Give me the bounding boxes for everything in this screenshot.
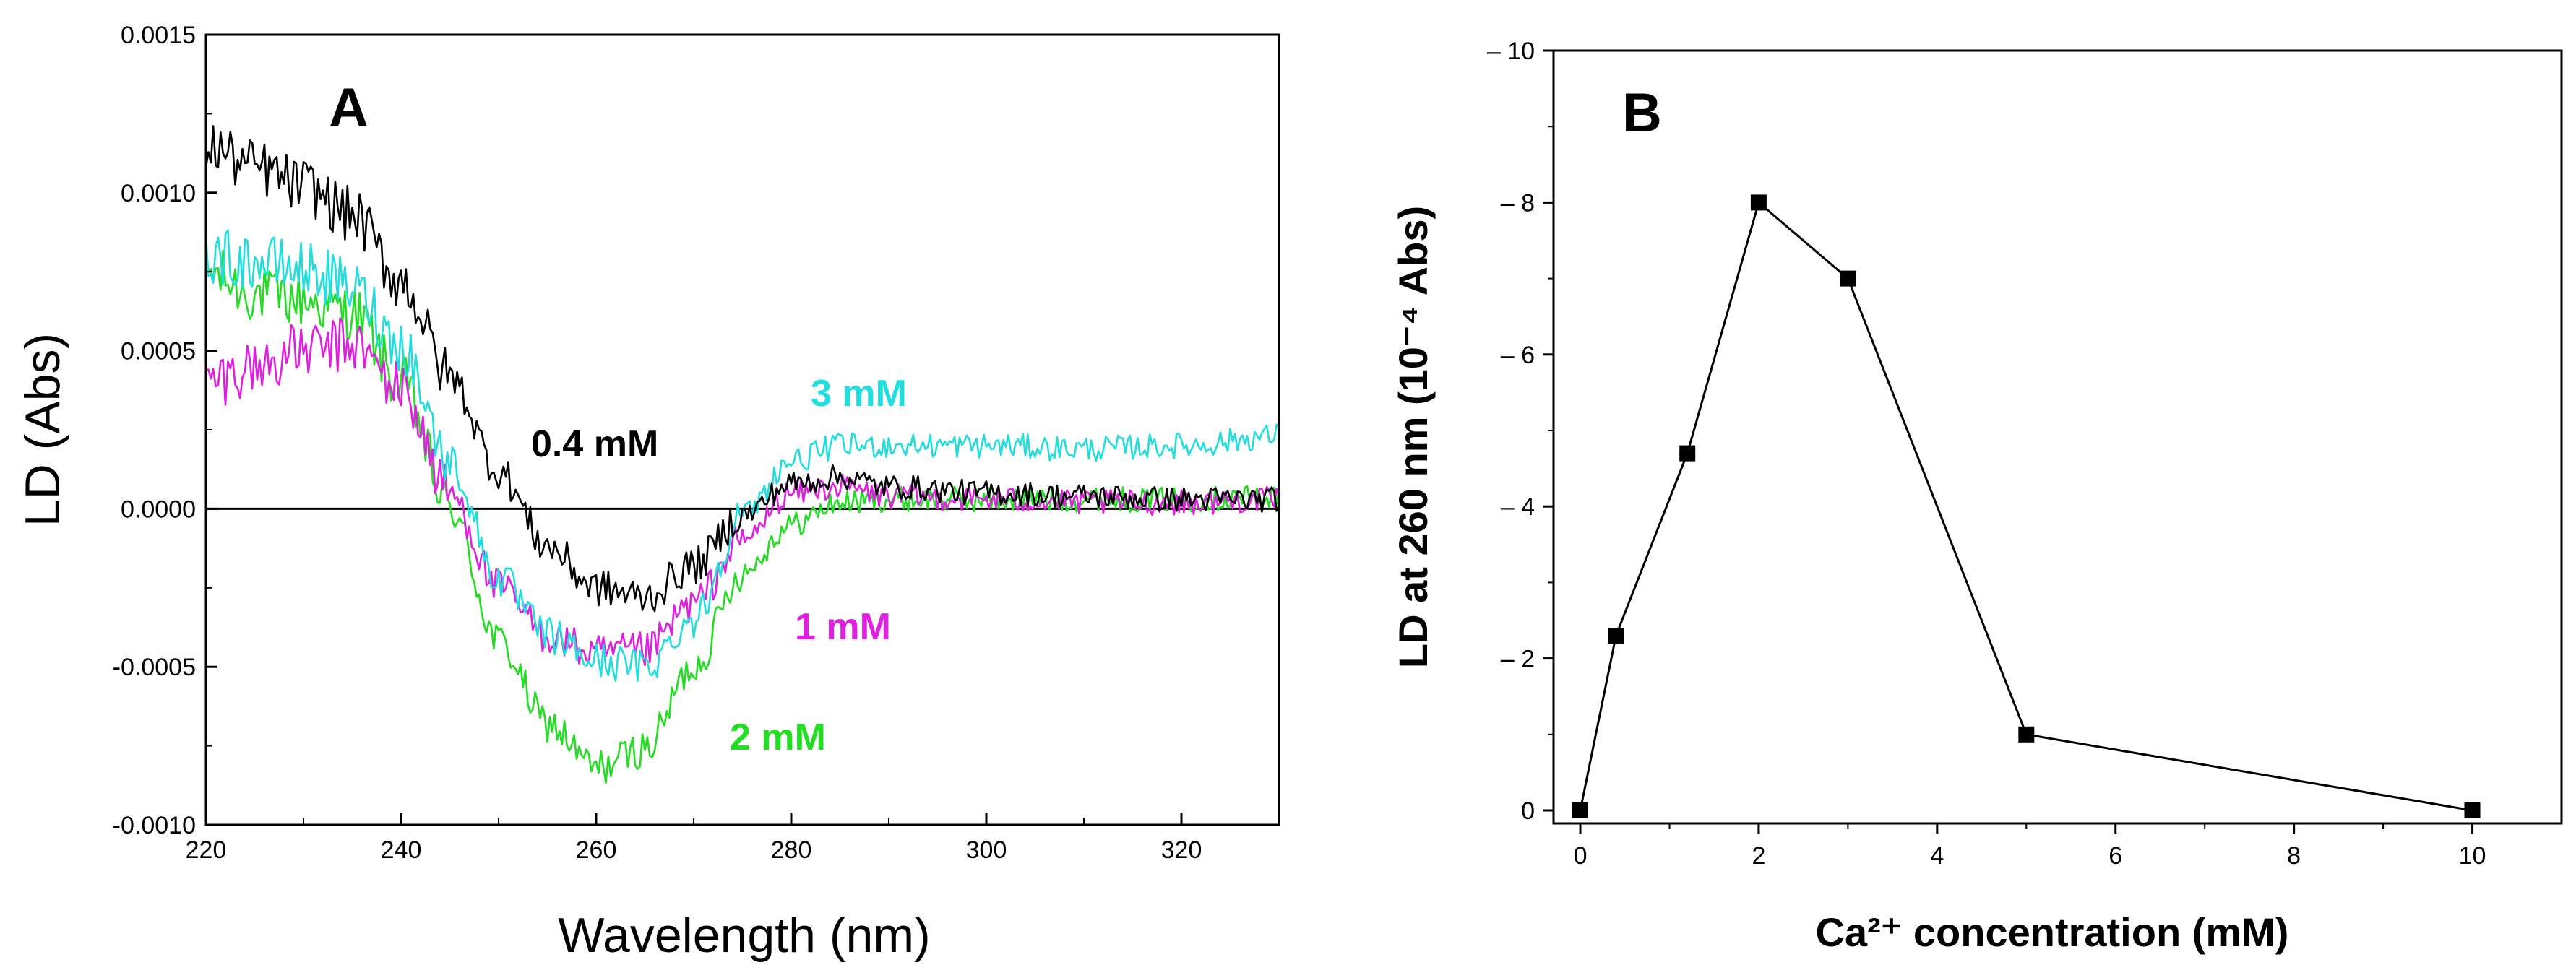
b-data-point	[1572, 802, 1588, 818]
panel-a-ylabel: LD (Abs)	[15, 333, 70, 527]
b-data-point	[1679, 445, 1696, 462]
b-ytick-label: – 8	[1501, 189, 1535, 217]
b-data-point	[1608, 628, 1624, 644]
b-xtick-label: 10	[2459, 842, 2486, 870]
panel-b-xlabel: Ca²⁺ concentration (mM)	[1816, 909, 2289, 955]
a-ytick-label: -0.0010	[113, 812, 196, 839]
b-data-point	[2018, 726, 2035, 743]
a-xtick-label: 240	[381, 836, 422, 864]
a-xtick-label: 280	[771, 836, 812, 864]
panel-b-label: B	[1622, 82, 1662, 144]
b-ytick-label: – 2	[1501, 646, 1535, 673]
a-ytick-label: 0.0000	[121, 496, 196, 523]
b-xtick-label: 2	[1752, 842, 1765, 870]
b-xtick-label: 6	[2108, 842, 2122, 870]
panel-b-chart: 0 2 4 6 8 10 – 10 – 8 – 6 – 4 – 2 0 B Ca²⁺ concentr…	[1390, 38, 2563, 955]
panel-a-chart: 220 240 260 280 300 320 0.0015 0.0010 0.0005 0.00…	[15, 22, 1280, 963]
b-ytick-label: – 10	[1487, 38, 1535, 65]
b-data-point	[1840, 270, 1856, 287]
b-data-point	[1750, 194, 1767, 211]
annotation-1mm: 1 mM	[795, 606, 891, 648]
series-line-1mm	[205, 317, 1280, 667]
a-ytick-label: 0.0010	[121, 180, 196, 207]
a-xtick-label: 300	[966, 836, 1007, 864]
b-xtick-label: 4	[1930, 842, 1944, 870]
panel-a-xlabel: Wavelength (nm)	[558, 908, 930, 963]
series-line-0-4mm	[204, 125, 1280, 613]
b-ytick-label: – 6	[1501, 342, 1535, 369]
b-xtick-label: 0	[1574, 842, 1588, 870]
panel-a-label: A	[329, 77, 369, 139]
annotation-2mm: 2 mM	[730, 717, 826, 758]
panel-b-frame	[1552, 49, 2563, 825]
b-ytick-label: 0	[1521, 797, 1535, 825]
a-ytick-label: 0.0015	[121, 22, 196, 49]
a-xtick-label: 260	[576, 836, 617, 864]
a-ytick-label: 0.0005	[121, 338, 196, 365]
b-ytick-label: – 4	[1501, 493, 1535, 521]
panel-b-ylabel: LD at 260 nm (10⁻⁴ Abs)	[1390, 206, 1436, 668]
b-data-point	[2464, 802, 2481, 818]
a-ytick-label: -0.0005	[113, 654, 196, 681]
panel-a-frame	[204, 33, 1280, 826]
a-xtick-label: 320	[1161, 836, 1202, 864]
series-line-3mm	[204, 229, 1280, 683]
annotation-3mm: 3 mM	[811, 373, 907, 415]
a-xtick-label: 220	[186, 836, 227, 864]
annotation-0-4mm: 0.4 mM	[531, 423, 658, 465]
b-xtick-label: 8	[2287, 842, 2301, 870]
b-connecting-line	[1579, 200, 2473, 812]
